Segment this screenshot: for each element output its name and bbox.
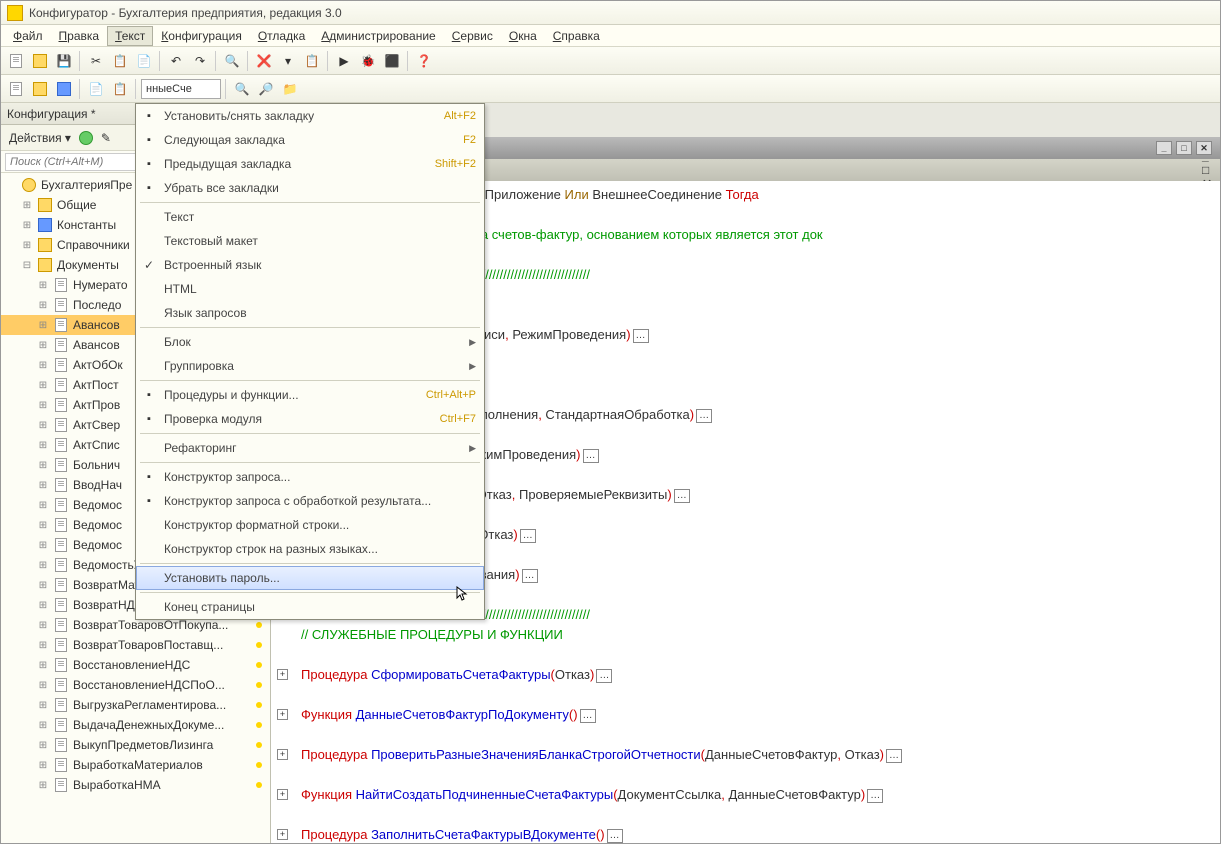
menu-item[interactable]: Конец страницы bbox=[136, 595, 484, 619]
code-line[interactable] bbox=[271, 725, 1220, 745]
tb-b[interactable]: ▾ bbox=[277, 50, 299, 72]
menu-item[interactable]: ▪Предыдущая закладкаShift+F2 bbox=[136, 152, 484, 176]
menu-окна[interactable]: Окна bbox=[501, 26, 545, 46]
stop-icon[interactable]: ⬛ bbox=[381, 50, 403, 72]
menu-item[interactable]: Установить пароль... bbox=[136, 566, 484, 590]
menu-item[interactable]: ▪Процедуры и функции...Ctrl+Alt+P bbox=[136, 383, 484, 407]
tree-item[interactable]: ⊞ВыдачаДенежныхДокуме... bbox=[1, 715, 270, 735]
code-line[interactable] bbox=[271, 765, 1220, 785]
menu-item[interactable]: ▪Следующая закладкаF2 bbox=[136, 128, 484, 152]
code-line[interactable]: +Процедура ПроверитьРазныеЗначенияБланка… bbox=[271, 745, 1220, 765]
code-line[interactable] bbox=[271, 805, 1220, 825]
menu-item[interactable]: Текст bbox=[136, 205, 484, 229]
cut-icon[interactable]: ✂ bbox=[85, 50, 107, 72]
t2-c[interactable] bbox=[53, 78, 75, 100]
code-line[interactable]: +Процедура ЗаполнитьСчетаФактурыВДокумен… bbox=[271, 825, 1220, 843]
max-icon[interactable]: □ bbox=[1176, 141, 1192, 155]
t2-d[interactable]: 📄 bbox=[85, 78, 107, 100]
combo-1[interactable]: нныеСче bbox=[141, 79, 221, 99]
menu-item[interactable]: Рефакторинг▶ bbox=[136, 436, 484, 460]
min2-icon[interactable]: _ bbox=[1202, 149, 1212, 163]
toolbar-1: 💾 ✂ 📋 📄 ↶ ↷ 🔍 ❌ ▾ 📋 ▶ 🐞 ⬛ ❓ bbox=[1, 47, 1220, 75]
menu-item[interactable]: ▪Конструктор запроса с обработкой резуль… bbox=[136, 489, 484, 513]
menu-item[interactable]: Группировка▶ bbox=[136, 354, 484, 378]
menu-администрирование[interactable]: Администрирование bbox=[313, 26, 443, 46]
paste-icon[interactable]: 📄 bbox=[133, 50, 155, 72]
code-line[interactable]: +Процедура СформироватьСчетаФактуры(Отка… bbox=[271, 665, 1220, 685]
menu-справка[interactable]: Справка bbox=[545, 26, 608, 46]
t2-a[interactable] bbox=[5, 78, 27, 100]
tree-item[interactable]: ⊞ВыработкаМатериалов bbox=[1, 755, 270, 775]
run-icon[interactable]: ▶ bbox=[333, 50, 355, 72]
menu-item[interactable]: HTML bbox=[136, 277, 484, 301]
menu-текст[interactable]: Текст bbox=[107, 26, 153, 46]
menu-item[interactable]: ✓Встроенный язык bbox=[136, 253, 484, 277]
t2-e[interactable]: 📋 bbox=[109, 78, 131, 100]
menu-item[interactable]: ▪Установить/снять закладкуAlt+F2 bbox=[136, 104, 484, 128]
tb-c[interactable]: 📋 bbox=[301, 50, 323, 72]
menu-item[interactable]: ▪Убрать все закладки bbox=[136, 176, 484, 200]
menubar: ФайлПравкаТекстКонфигурацияОтладкаАдмини… bbox=[1, 25, 1220, 47]
menu-item[interactable]: Текстовый макет bbox=[136, 229, 484, 253]
menu-item[interactable]: ▪Конструктор запроса... bbox=[136, 465, 484, 489]
tree-item[interactable]: ⊞ВозвратТоваровПоставщ... bbox=[1, 635, 270, 655]
t2-f[interactable]: 🔍 bbox=[231, 78, 253, 100]
new-icon[interactable] bbox=[5, 50, 27, 72]
window-title: Конфигуратор - Бухгалтерия предприятия, … bbox=[29, 6, 342, 20]
menu-отладка[interactable]: Отладка bbox=[250, 26, 313, 46]
tree-item[interactable]: ⊞ВосстановлениеНДС bbox=[1, 655, 270, 675]
tree-item[interactable]: ⊞ВыкупПредметовЛизинга bbox=[1, 735, 270, 755]
menu-item[interactable]: Язык запросов bbox=[136, 301, 484, 325]
code-line[interactable]: // СЛУЖЕБНЫЕ ПРОЦЕДУРЫ И ФУНКЦИИ bbox=[271, 625, 1220, 645]
code-line[interactable]: +Функция НайтиСоздатьПодчиненныеСчетаФак… bbox=[271, 785, 1220, 805]
code-line[interactable]: +Функция ДанныеСчетовФактурПоДокументу()… bbox=[271, 705, 1220, 725]
code-line[interactable] bbox=[271, 685, 1220, 705]
menu-правка[interactable]: Правка bbox=[51, 26, 108, 46]
menu-файл[interactable]: Файл bbox=[5, 26, 51, 46]
tree-item[interactable]: ⊞ВосстановлениеНДСПоО... bbox=[1, 675, 270, 695]
menu-конфигурация[interactable]: Конфигурация bbox=[153, 26, 250, 46]
redo-icon[interactable]: ↷ bbox=[189, 50, 211, 72]
copy-icon[interactable]: 📋 bbox=[109, 50, 131, 72]
menu-item[interactable]: Конструктор строк на разных языках... bbox=[136, 537, 484, 561]
tree-item[interactable]: ⊞ВыгрузкаРегламентирова... bbox=[1, 695, 270, 715]
max2-icon[interactable]: □ bbox=[1202, 163, 1212, 177]
edit-icon[interactable]: ✎ bbox=[97, 129, 115, 147]
code-line[interactable] bbox=[271, 645, 1220, 665]
debug-icon[interactable]: 🐞 bbox=[357, 50, 379, 72]
titlebar: Конфигуратор - Бухгалтерия предприятия, … bbox=[1, 1, 1220, 25]
tree-item[interactable]: ⊞ВыработкаНМА bbox=[1, 775, 270, 795]
t2-h[interactable]: 📁 bbox=[279, 78, 301, 100]
toolbar-2: 📄 📋 нныеСче 🔍 🔎 📁 bbox=[1, 75, 1220, 103]
t2-b[interactable] bbox=[29, 78, 51, 100]
min-icon[interactable]: _ bbox=[1156, 141, 1172, 155]
save-icon[interactable]: 💾 bbox=[53, 50, 75, 72]
tb-a[interactable]: ❌ bbox=[253, 50, 275, 72]
t2-g[interactable]: 🔎 bbox=[255, 78, 277, 100]
help-icon[interactable]: ❓ bbox=[413, 50, 435, 72]
menu-сервис[interactable]: Сервис bbox=[444, 26, 501, 46]
undo-icon[interactable]: ↶ bbox=[165, 50, 187, 72]
open-icon[interactable] bbox=[29, 50, 51, 72]
app-icon bbox=[7, 5, 23, 21]
menu-item[interactable]: ▪Проверка модуляCtrl+F7 bbox=[136, 407, 484, 431]
actions-menu[interactable]: Действия ▾ bbox=[5, 129, 75, 147]
add-icon[interactable] bbox=[77, 129, 95, 147]
menu-item[interactable]: Блок▶ bbox=[136, 330, 484, 354]
menu-item[interactable]: Конструктор форматной строки... bbox=[136, 513, 484, 537]
find-icon[interactable]: 🔍 bbox=[221, 50, 243, 72]
text-menu-dropdown: ▪Установить/снять закладкуAlt+F2▪Следующ… bbox=[135, 103, 485, 620]
